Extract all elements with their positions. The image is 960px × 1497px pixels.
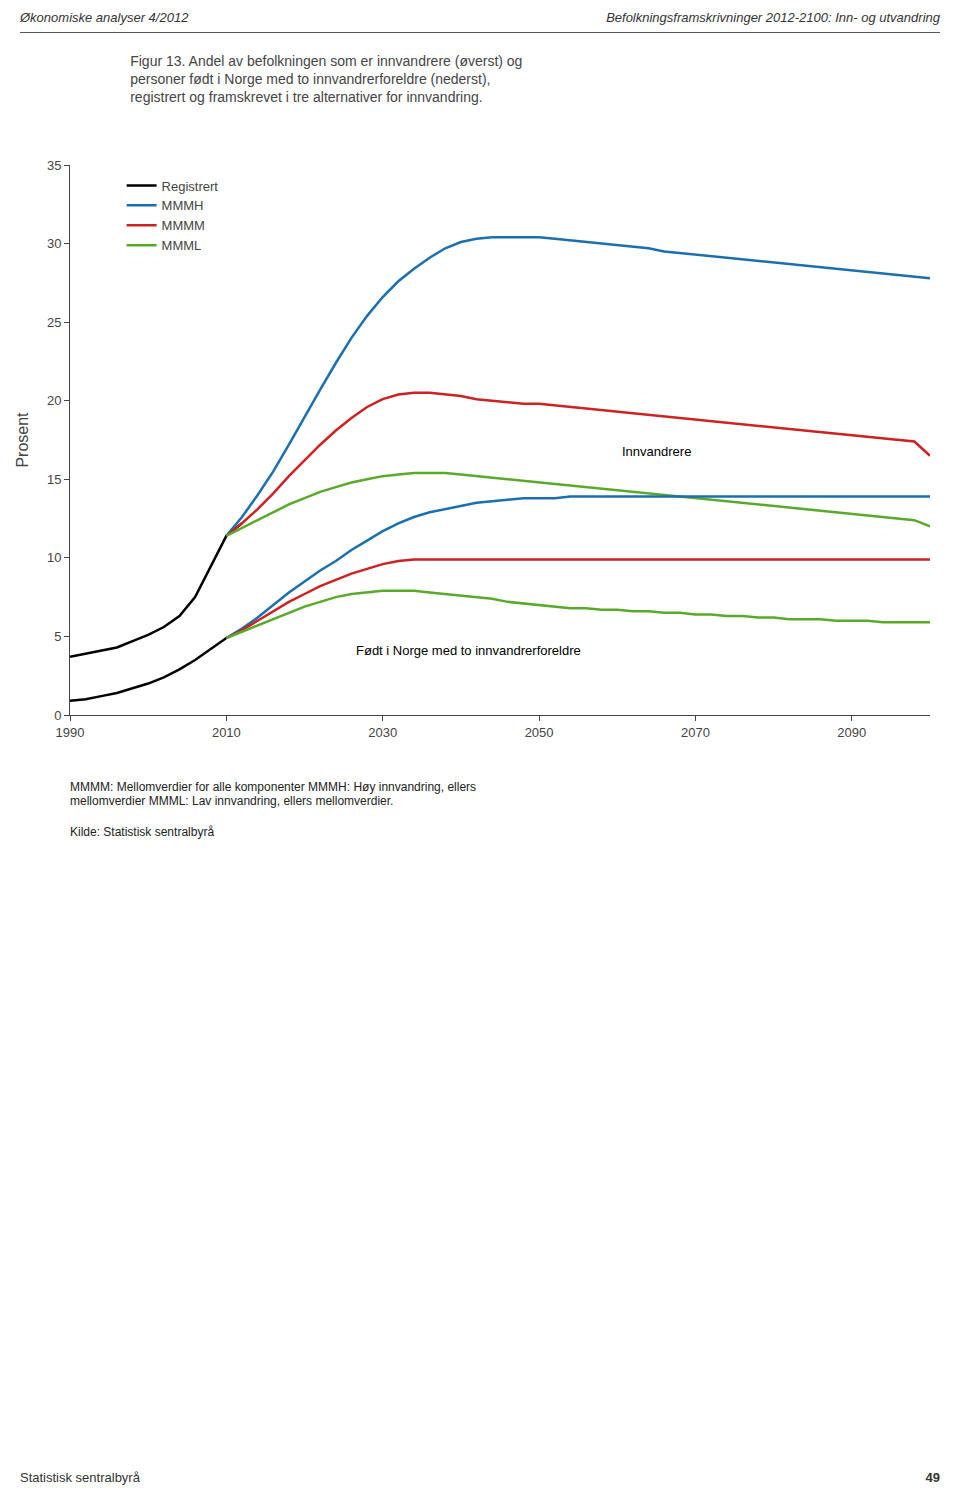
html-text:49: 49: [925, 1470, 940, 1485]
svg-text:2070: 2070: [681, 725, 710, 740]
svg-text:MMMH: MMMH: [162, 198, 204, 213]
svg-text:Figur 13. Andel av befolkninge: Figur 13. Andel av befolkningen som er i…: [130, 53, 522, 105]
html-text:Statistisk sentralbyrå: Statistisk sentralbyrå: [20, 1470, 140, 1485]
svg-text:10: 10: [47, 550, 61, 565]
svg-text:MMMM: MMMM: [162, 218, 205, 233]
svg-text:25: 25: [47, 315, 61, 330]
svg-text:1990: 1990: [56, 725, 85, 740]
svg-text:20: 20: [47, 393, 61, 408]
svg-text:Registrert: Registrert: [162, 179, 219, 194]
html-text:Økonomiske analyser 4/2012: Økonomiske analyser 4/2012: [20, 10, 189, 25]
svg-text:0: 0: [54, 708, 61, 723]
svg-text:35: 35: [47, 158, 61, 173]
html-text:MMMM: Mellomverdier for alle k: MMMM: Mellomverdier for alle komponenter…: [70, 780, 477, 808]
html-text:Kilde: Statistisk sentralbyrå: Kilde: Statistisk sentralbyrå: [70, 825, 215, 839]
svg-text:2090: 2090: [837, 725, 866, 740]
svg-text:2010: 2010: [212, 725, 241, 740]
svg-text:Født i Norge med to innvandrer: Født i Norge med to innvandrerforeldre: [356, 643, 581, 658]
svg-text:2050: 2050: [525, 725, 554, 740]
svg-text:15: 15: [47, 472, 61, 487]
html-text:Befolkningsframskrivninger 201: Befolkningsframskrivninger 2012-2100: In…: [606, 10, 940, 25]
svg-text:MMML: MMML: [162, 238, 202, 253]
svg-text:Innvandrere: Innvandrere: [622, 444, 691, 459]
svg-text:30: 30: [47, 236, 61, 251]
svg-text:5: 5: [54, 629, 61, 644]
svg-text:Prosent: Prosent: [14, 412, 31, 468]
svg-text:2030: 2030: [368, 725, 397, 740]
